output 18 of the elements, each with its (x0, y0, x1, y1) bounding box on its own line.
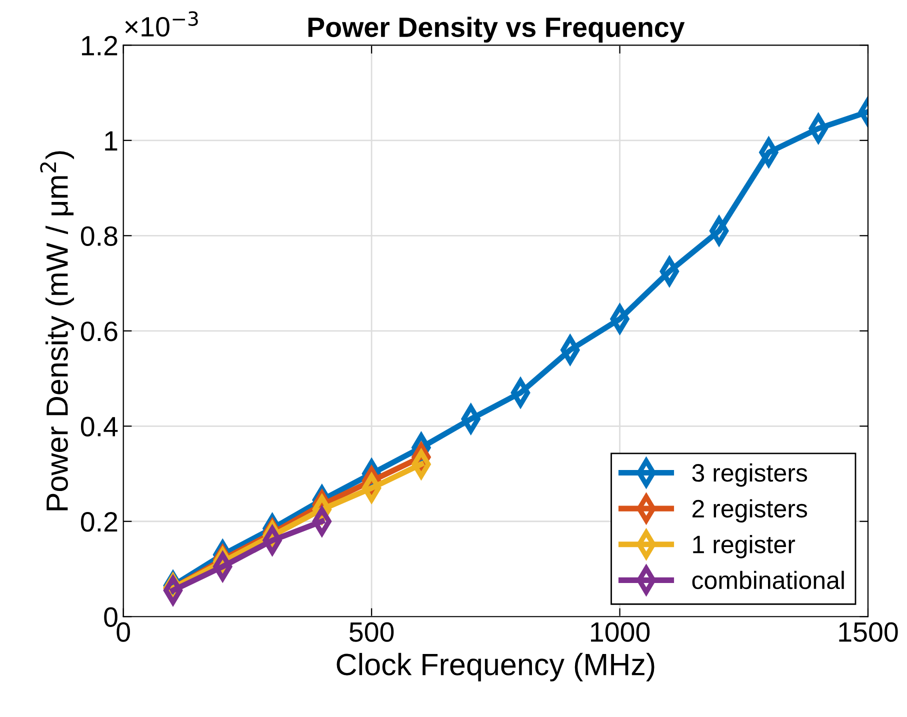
y-tick-label: 0.6 (80, 322, 118, 342)
y-tick-label: 0.2 (80, 512, 118, 532)
y-tick-label: 0.8 (80, 226, 118, 246)
x-tick-label: 500 (350, 622, 394, 642)
y-tick-label: 1 (105, 131, 118, 150)
legend-label: 1 register (693, 535, 796, 558)
chart-title: Power Density vs Frequency (308, 16, 685, 43)
x-tick-label: 1000 (591, 622, 650, 642)
legend-label: 2 registers (692, 499, 808, 523)
legend-label: combinational (692, 570, 844, 590)
y-tick-label: 0 (104, 607, 118, 627)
y-tick-label: 0.4 (80, 416, 118, 436)
y-axis-title: Power Density (mW / μm$^{2}$) (40, 151, 74, 510)
x-tick-label: 1500 (839, 622, 898, 642)
text: ×10$^{−3}$ (125, 11, 198, 37)
legend-label: 3 registers (692, 463, 808, 487)
y-tick-label: 1.2 (82, 36, 118, 56)
x-axis-title: Clock Frequency (MHz) (336, 652, 654, 682)
